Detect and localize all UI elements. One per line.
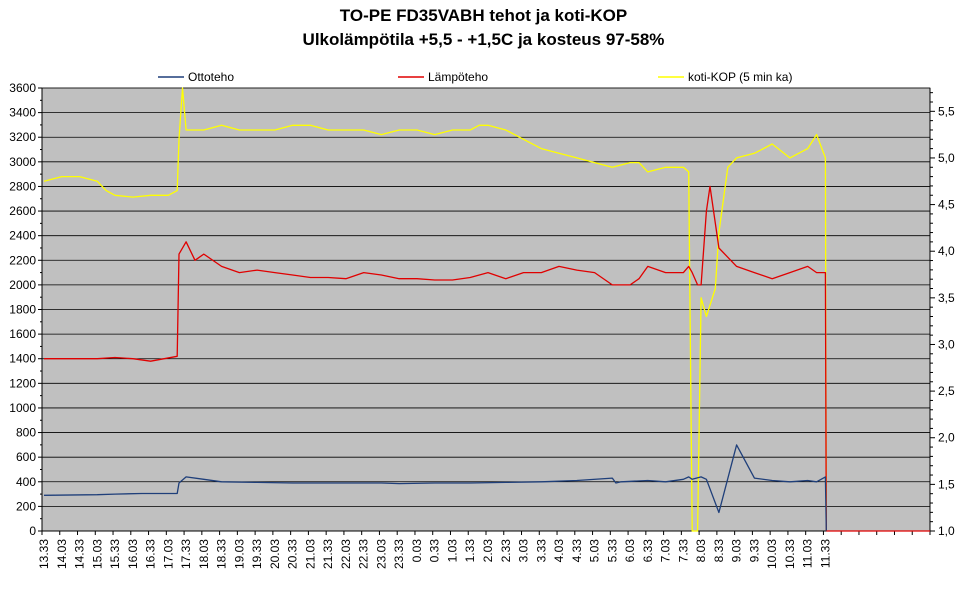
legend-label-1: Ottoteho [188, 70, 234, 84]
x-tick-label: 21.33 [321, 539, 335, 569]
x-tick-label: 18.33 [215, 539, 229, 569]
x-tick-label: 6.33 [641, 539, 655, 563]
y-right-tick-label: 4,0 [938, 244, 955, 258]
x-tick-label: 8.33 [712, 539, 726, 563]
x-tick-label: 0.33 [428, 539, 442, 563]
x-tick-label: 7.03 [659, 539, 673, 563]
y-left-tick-label: 400 [16, 475, 36, 489]
x-tick-label: 15.33 [108, 539, 122, 569]
x-tick-label: 19.03 [232, 539, 246, 569]
chart-title: TO-PE FD35VABH tehot ja koti-KOP [339, 6, 628, 25]
gridlines [42, 87, 930, 507]
y-right-tick-label: 1,5 [938, 477, 955, 491]
x-tick-label: 5.33 [605, 539, 619, 563]
x-tick-label: 18.03 [197, 539, 211, 569]
series-line-3 [43, 87, 827, 532]
y-right-tick-label: 2,0 [938, 431, 955, 445]
y-left-tick-label: 200 [16, 499, 36, 513]
x-axis: 13.33 14.03 14.33 15.03 15.33 16.03 16.33 17.03… [37, 530, 931, 569]
y-left-tick-label: 2400 [9, 229, 36, 243]
y-left-tick-label: 800 [16, 426, 36, 440]
series-layer [43, 87, 930, 532]
x-tick-label: 11.33 [818, 539, 832, 568]
x-tick-label: 13.33 [37, 539, 51, 569]
x-tick-label: 3.03 [517, 539, 531, 563]
x-tick-label: 14.33 [73, 539, 87, 569]
x-tick-label: 15.03 [90, 539, 104, 569]
x-tick-label: 8.03 [694, 539, 708, 563]
y-right-tick-label: 3,5 [938, 291, 955, 305]
y-left-tick-label: 2200 [9, 253, 36, 267]
x-tick-label: 10.33 [783, 539, 797, 569]
y-right-tick-label: 5,0 [938, 151, 955, 165]
x-tick-label: 6.03 [623, 539, 637, 563]
x-tick-label: 0.03 [410, 539, 424, 563]
x-tick-label: 1.33 [463, 539, 477, 563]
x-tick-label: 10.03 [765, 539, 779, 569]
x-tick-label: 20.03 [268, 539, 282, 569]
y-left-tick-label: 3000 [9, 155, 36, 169]
y-left-tick-label: 1400 [9, 352, 36, 366]
y-right-tick-label: 1,0 [938, 524, 955, 538]
y-right-tick-label: 2,5 [938, 384, 955, 398]
series-line-2 [44, 185, 827, 532]
y-left-tick-label: 2000 [9, 278, 36, 292]
x-tick-label: 4.03 [552, 539, 566, 563]
y-axis-right: 1,0 1,5 2,0 2,5 3,0 3,5 4,0 4,5 5,0 5,5 [929, 88, 955, 538]
x-tick-label: 22.33 [357, 539, 371, 569]
x-tick-label: 16.33 [144, 539, 158, 569]
x-tick-label: 4.33 [570, 539, 584, 563]
x-tick-label: 9.03 [730, 539, 744, 563]
y-left-tick-label: 1200 [9, 376, 36, 390]
y-right-tick-label: 4,5 [938, 198, 955, 212]
y-left-tick-label: 1800 [9, 303, 36, 317]
y-right-tick-label: 5,5 [938, 104, 955, 118]
x-tick-label: 22.03 [339, 539, 353, 569]
x-tick-label: 19.33 [250, 539, 264, 569]
y-left-tick-label: 600 [16, 450, 36, 464]
legend-label-2: Lämpöteho [428, 70, 488, 84]
x-tick-label: 17.03 [161, 539, 175, 569]
x-tick-label: 11.03 [801, 539, 815, 568]
y-axis-left: 0 200 400 600 800 1000 1200 1400 1600 1800 2000 220… [9, 81, 43, 538]
x-tick-label: 5.03 [588, 539, 602, 563]
x-tick-label: 16.03 [126, 539, 140, 569]
x-tick-label: 7.33 [676, 539, 690, 563]
x-tick-label: 2.33 [499, 539, 513, 563]
y-left-tick-label: 2600 [9, 204, 36, 218]
chart-subtitle: Ulkolämpötila +5,5 - +1,5C ja kosteus 97… [302, 30, 665, 49]
x-tick-label: 3.33 [534, 539, 548, 563]
y-left-tick-label: 3200 [9, 130, 36, 144]
x-tick-label: 1.03 [445, 539, 459, 563]
x-tick-label: 20.33 [286, 539, 300, 569]
y-left-tick-label: 3600 [9, 81, 36, 95]
series-line-1 [43, 444, 827, 532]
x-tick-label: 23.03 [374, 539, 388, 569]
y-left-tick-label: 0 [29, 524, 36, 538]
y-left-tick-label: 3400 [9, 106, 36, 120]
x-tick-label: 23.33 [392, 539, 406, 569]
y-right-tick-label: 3,0 [938, 337, 955, 351]
x-tick-label: 2.03 [481, 539, 495, 563]
x-tick-label: 9.33 [747, 539, 761, 563]
x-tick-label: 14.03 [55, 539, 69, 569]
y-left-tick-label: 2800 [9, 179, 36, 193]
x-tick-label: 21.03 [303, 539, 317, 569]
legend: Ottoteho Lämpöteho koti-KOP (5 min ka) [158, 70, 792, 84]
x-tick-label: 17.33 [179, 539, 193, 569]
y-left-tick-label: 1600 [9, 327, 36, 341]
y-left-tick-label: 1000 [9, 401, 36, 415]
legend-label-3: koti-KOP (5 min ka) [688, 70, 792, 84]
